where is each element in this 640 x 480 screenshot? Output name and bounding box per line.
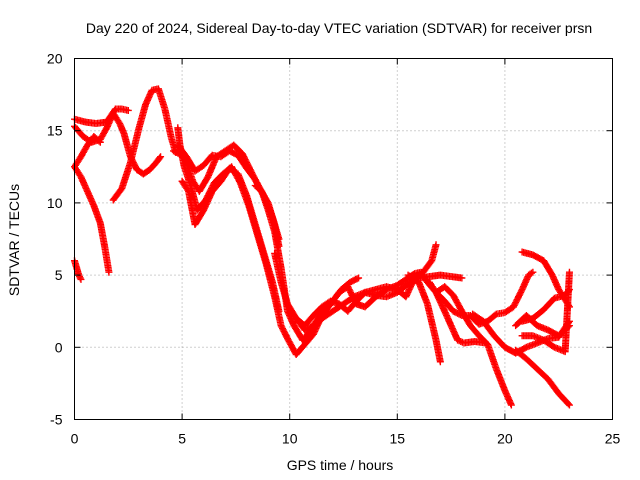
y-tick-label: 0 [55,339,63,355]
data-point-marker [353,275,361,283]
series-track-20 [512,346,573,409]
data-point-marker [564,400,572,408]
data-point-marker [96,138,104,146]
data-point-marker [458,274,466,282]
y-tick-label: 20 [47,51,63,67]
data-point-marker [529,268,537,276]
series-track-16 [404,271,444,366]
axis-ticks: 0 5 10 15 20 25 -5 0 5 10 15 20 [47,51,621,447]
data-point-marker [124,106,132,114]
data-point-marker [527,269,535,277]
series-track-22 [518,268,573,356]
chart-title: Day 220 of 2024, Sidereal Day-to-day VTE… [86,20,592,36]
data-point-marker [436,358,444,366]
x-tick-label: 20 [497,431,513,447]
data-point-marker [157,153,165,161]
x-tick-label: 10 [282,431,298,447]
data-point-marker [565,401,573,409]
x-tick-label: 0 [71,431,79,447]
series-track-3 [71,163,113,276]
data-point-marker [454,336,462,344]
data-point-marker [507,401,515,409]
plot-frame [74,58,613,420]
series-track-6 [109,85,180,204]
x-axis-label: GPS time / hours [287,457,394,473]
series-track-21 [512,312,573,340]
y-tick-label: -5 [50,412,63,428]
series-track-10 [174,124,363,359]
data-point-marker [156,154,164,162]
y-tick-label: 10 [47,195,63,211]
x-tick-label: 5 [178,431,186,447]
series-track-15 [432,283,515,409]
data-point-marker [95,137,103,145]
data-point-marker [76,274,84,282]
y-axis-label: SDTVAR / TECUs [6,184,22,296]
data-point-marker [455,337,463,345]
data-marks [71,85,573,409]
series-track-5 [71,257,85,283]
data-point-marker [565,268,573,276]
x-tick-label: 15 [390,431,406,447]
data-point-marker [457,338,465,346]
data-point-marker [355,274,363,282]
data-point-marker [77,275,85,283]
data-point-marker [432,241,440,249]
data-point-marker [105,268,113,276]
x-tick-label: 25 [605,431,621,447]
y-tick-label: 15 [47,123,63,139]
y-tick-label: 5 [55,267,63,283]
